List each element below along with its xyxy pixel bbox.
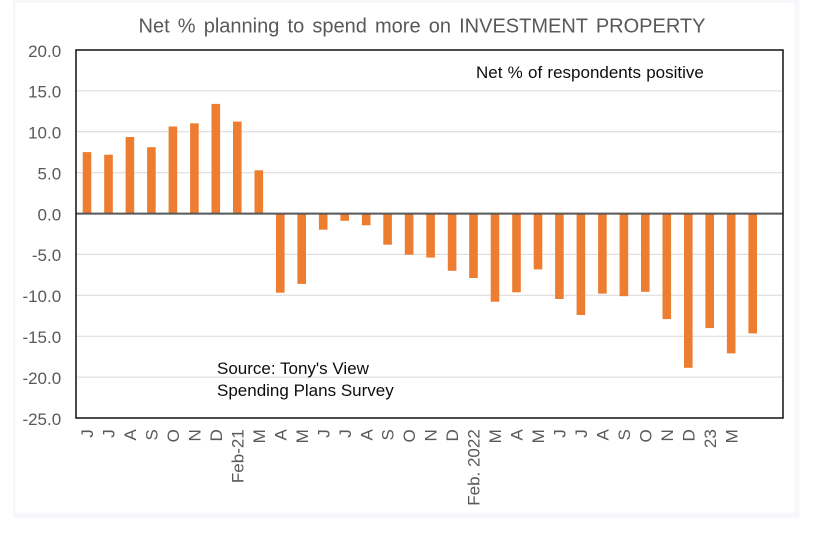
svg-text:O: O [164, 429, 183, 442]
svg-text:M: M [486, 429, 505, 443]
svg-text:Spending Plans Survey: Spending Plans Survey [217, 381, 394, 400]
svg-text:J: J [572, 429, 591, 438]
svg-text:J: J [78, 429, 97, 438]
svg-text:Net % planning to spend more o: Net % planning to spend more on INVESTME… [139, 16, 706, 38]
svg-text:20.0: 20.0 [28, 42, 61, 61]
svg-text:S: S [143, 429, 162, 440]
svg-text:Source: Tony's View: Source: Tony's View [217, 359, 370, 378]
svg-text:J: J [100, 429, 119, 438]
svg-text:Net % of respondents positive: Net % of respondents positive [476, 63, 704, 82]
svg-text:M: M [293, 429, 312, 443]
svg-text:J: J [336, 429, 355, 438]
svg-text:0.0: 0.0 [38, 205, 62, 224]
svg-text:-5.0: -5.0 [32, 246, 61, 265]
svg-text:23: 23 [701, 429, 720, 448]
svg-text:D: D [207, 429, 226, 441]
svg-text:J: J [314, 429, 333, 438]
svg-text:D: D [679, 429, 698, 441]
svg-text:M: M [722, 429, 741, 443]
svg-text:N: N [422, 429, 441, 441]
svg-text:D: D [443, 429, 462, 441]
svg-text:A: A [271, 429, 290, 441]
svg-text:A: A [508, 429, 527, 441]
svg-text:15.0: 15.0 [28, 83, 61, 102]
svg-text:A: A [594, 429, 613, 441]
svg-text:10.0: 10.0 [28, 124, 61, 143]
svg-text:S: S [615, 429, 634, 440]
svg-text:-25.0: -25.0 [22, 410, 61, 429]
svg-text:O: O [400, 429, 419, 442]
svg-text:A: A [121, 429, 140, 441]
svg-text:Feb. 2022: Feb. 2022 [465, 429, 484, 506]
svg-text:-15.0: -15.0 [22, 328, 61, 347]
svg-text:Feb-21: Feb-21 [228, 429, 247, 483]
svg-text:M: M [250, 429, 269, 443]
svg-text:O: O [636, 429, 655, 442]
svg-text:N: N [658, 429, 677, 441]
svg-text:-10.0: -10.0 [22, 287, 61, 306]
svg-text:N: N [186, 429, 205, 441]
svg-text:J: J [551, 429, 570, 438]
svg-text:-20.0: -20.0 [22, 369, 61, 388]
svg-text:S: S [379, 429, 398, 440]
svg-text:M: M [529, 429, 548, 443]
svg-text:5.0: 5.0 [38, 165, 62, 184]
svg-text:A: A [357, 429, 376, 441]
